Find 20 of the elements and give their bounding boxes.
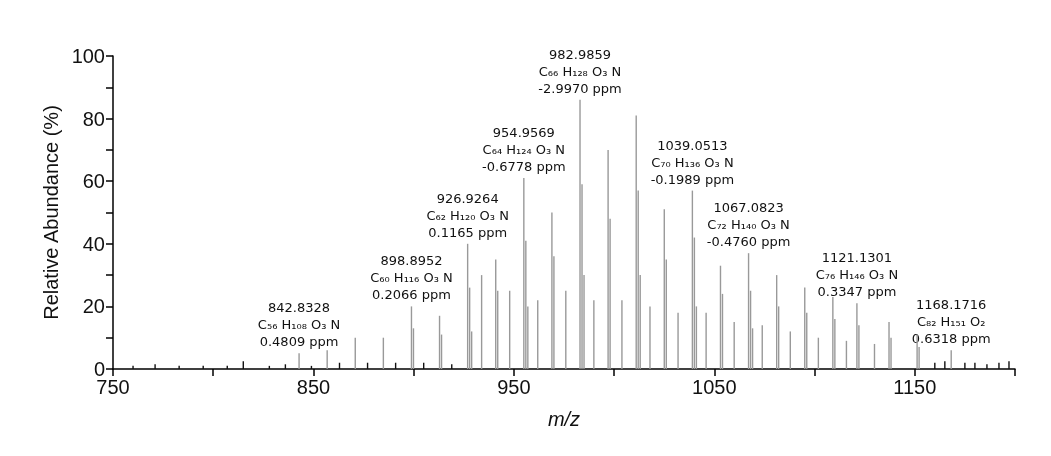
annotation: 1168.1716 C₈₂ H₁₅₁ O₂ 0.6318 ppm <box>911 297 991 347</box>
y-axis-title: Relative Abundance (%) <box>39 105 62 320</box>
x-tick-label: 1150 <box>893 376 937 398</box>
annotation: 1121.1301 C₇₆ H₁₄₆ O₃ N 0.3347 ppm <box>815 250 899 300</box>
x-tick-label: 1050 <box>692 376 737 398</box>
annotation: 982.9859 C₆₆ H₁₂₈ O₃ N -2.9970 ppm <box>538 46 622 96</box>
x-tick-label: 850 <box>296 376 331 398</box>
annotation: 842.8328 C₅₆ H₁₀₈ O₃ N 0.4809 ppm <box>257 300 341 350</box>
y-tick-label: 20 <box>82 295 105 318</box>
y-tick-label: 60 <box>82 170 105 193</box>
y-tick-label: 100 <box>71 45 105 67</box>
x-axis-title: m/z <box>547 408 581 430</box>
y-tick-label: 40 <box>82 232 105 255</box>
annotation: 954.9569 C₆₄ H₁₂₄ O₃ N -0.6778 ppm <box>482 125 566 175</box>
annotation: 926.9264 C₆₂ H₁₂₀ O₃ N 0.1165 ppm <box>426 190 509 240</box>
x-tick-label: 950 <box>497 376 531 398</box>
annotation: 1067.0823 C₇₂ H₁₄₀ O₃ N -0.4760 ppm <box>706 200 791 250</box>
annotation: 1039.0513 C₇₀ H₁₃₆ O₃ N -0.1989 ppm <box>650 137 735 187</box>
y-tick-label: 80 <box>82 107 105 130</box>
annotation: 898.8952 C₆₀ H₁₁₆ O₃ N 0.2066 ppm <box>370 253 453 303</box>
